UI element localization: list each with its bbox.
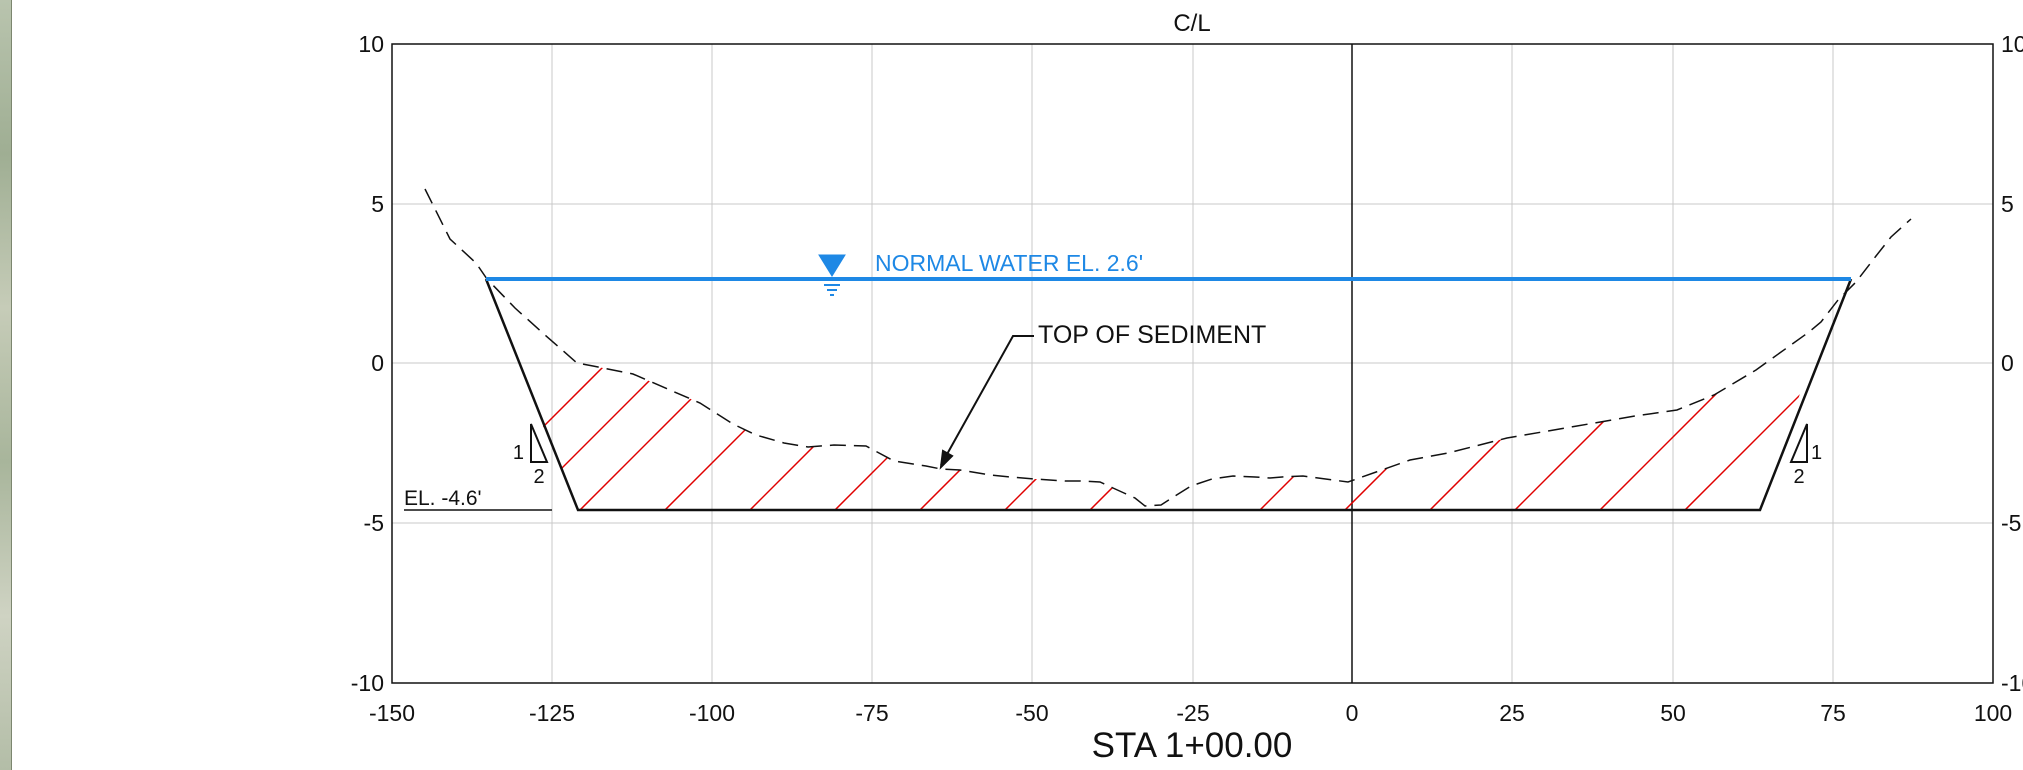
y-tick-label: -10 bbox=[2001, 670, 2023, 696]
station-label: STA 1+00.00 bbox=[1092, 726, 1293, 765]
sediment-label: TOP OF SEDIMENT bbox=[1038, 321, 1266, 349]
centerline-label: C/L bbox=[1173, 10, 1210, 37]
water-level-icon bbox=[818, 254, 846, 296]
x-tick-label: 50 bbox=[1660, 700, 1686, 726]
dredge-template bbox=[484, 278, 1853, 512]
y-tick-label: 5 bbox=[2001, 191, 2014, 217]
x-tick-label: -75 bbox=[855, 700, 888, 726]
y-tick-label: -5 bbox=[364, 510, 384, 536]
slope-triangle-left bbox=[530, 423, 549, 463]
y-tick-label: 0 bbox=[2001, 350, 2014, 376]
water-label: NORMAL WATER EL. 2.6' bbox=[875, 250, 1143, 276]
x-tick-label: 75 bbox=[1820, 700, 1846, 726]
sediment-leader-arrow bbox=[939, 335, 1034, 470]
x-tick-label: -150 bbox=[369, 700, 415, 726]
y-tick-label: 5 bbox=[371, 191, 384, 217]
aerial-photo-strip bbox=[0, 0, 12, 770]
x-tick-label: 25 bbox=[1499, 700, 1525, 726]
y-tick-label: 0 bbox=[371, 350, 384, 376]
x-tick-label: 0 bbox=[1346, 700, 1359, 726]
x-tick-label: -125 bbox=[529, 700, 575, 726]
plot-frame bbox=[391, 43, 1994, 684]
y-axis-right-labels: 10 5 0 -5 -10 bbox=[2001, 31, 2023, 696]
y-tick-label: -5 bbox=[2001, 510, 2021, 536]
x-tick-label: -50 bbox=[1015, 700, 1048, 726]
y-tick-label: -10 bbox=[351, 670, 384, 696]
slope-triangle-right bbox=[1789, 423, 1808, 463]
slope-right-run: 2 bbox=[1793, 466, 1804, 488]
x-tick-label: -25 bbox=[1176, 700, 1209, 726]
slope-left-run: 2 bbox=[533, 466, 544, 488]
y-axis-left-labels: 10 5 0 -5 -10 bbox=[351, 31, 384, 696]
elevation-label: EL. -4.6' bbox=[404, 487, 482, 510]
top-of-sediment-line bbox=[424, 188, 1912, 507]
grid-lines bbox=[392, 44, 1993, 683]
y-tick-label: 10 bbox=[358, 31, 384, 57]
y-tick-label: 10 bbox=[2001, 31, 2023, 57]
x-tick-label: -100 bbox=[689, 700, 735, 726]
x-axis-labels: -150 -125 -100 -75 -50 -25 0 25 50 75 10… bbox=[369, 700, 2012, 726]
slope-left-rise: 1 bbox=[513, 442, 524, 464]
slope-right-rise: 1 bbox=[1811, 442, 1822, 464]
x-tick-label: 100 bbox=[1974, 700, 2012, 726]
